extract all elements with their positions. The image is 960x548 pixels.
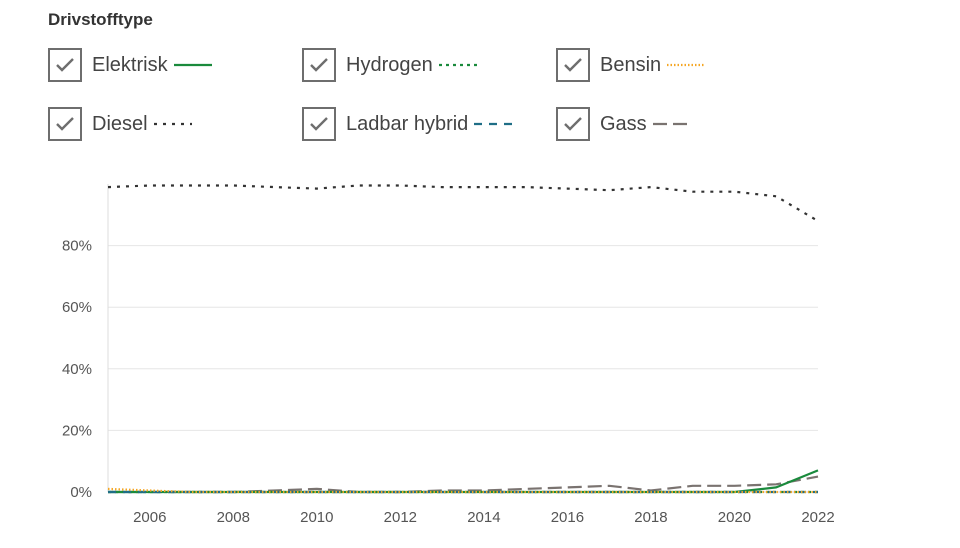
checkbox[interactable] bbox=[48, 107, 82, 141]
checkbox[interactable] bbox=[556, 48, 590, 82]
legend-item-bensin[interactable]: Bensin bbox=[556, 46, 707, 84]
checkbox[interactable] bbox=[48, 48, 82, 82]
x-tick-label: 2010 bbox=[300, 509, 333, 526]
x-tick-label: 2012 bbox=[384, 509, 417, 526]
legend-swatch bbox=[153, 122, 192, 126]
x-tick-label: 2022 bbox=[801, 509, 834, 526]
legend-label: Bensin bbox=[600, 53, 662, 76]
y-tick-label: 20% bbox=[62, 422, 92, 439]
checkmark-icon bbox=[56, 58, 74, 72]
y-tick-label: 60% bbox=[62, 299, 92, 316]
series-line-gass bbox=[108, 475, 819, 494]
x-tick-label: 2008 bbox=[217, 509, 250, 526]
y-tick-label: 80% bbox=[62, 238, 92, 255]
x-tick-label: 2018 bbox=[634, 509, 667, 526]
x-tick-label: 2014 bbox=[467, 509, 500, 526]
legend-swatch bbox=[474, 122, 513, 126]
x-tick-label: 2016 bbox=[551, 509, 584, 526]
legend-label: Diesel bbox=[92, 112, 148, 135]
legend-swatch bbox=[667, 63, 706, 67]
checkbox[interactable] bbox=[302, 48, 336, 82]
checkbox[interactable] bbox=[302, 107, 336, 141]
x-tick-label: 2020 bbox=[718, 509, 751, 526]
legend-swatch bbox=[173, 63, 212, 67]
legend-heading: Drivstofftype bbox=[48, 10, 153, 29]
legend-label: Gass bbox=[600, 112, 647, 135]
legend-item-elektrisk[interactable]: Elektrisk bbox=[48, 46, 214, 84]
y-tick-label: 40% bbox=[62, 361, 92, 378]
legend-label: Elektrisk bbox=[92, 53, 168, 76]
checkbox[interactable] bbox=[556, 107, 590, 141]
checkmark-icon bbox=[564, 117, 582, 131]
legend-swatch bbox=[652, 122, 691, 126]
checkmark-icon bbox=[564, 58, 582, 72]
legend-item-diesel[interactable]: Diesel bbox=[48, 105, 194, 143]
checkmark-icon bbox=[310, 58, 328, 72]
legend-item-gass[interactable]: Gass bbox=[556, 105, 693, 143]
x-tick-label: 2006 bbox=[133, 509, 166, 526]
series-line-bensin bbox=[107, 487, 818, 494]
legend-label: Hydrogen bbox=[346, 53, 433, 76]
checkmark-icon bbox=[56, 117, 74, 131]
y-tick-label: 0% bbox=[70, 484, 92, 501]
legend-item-hydrogen[interactable]: Hydrogen bbox=[302, 46, 479, 84]
series-line-diesel bbox=[107, 184, 819, 222]
legend-item-ladbar[interactable]: Ladbar hybrid bbox=[302, 105, 514, 143]
checkmark-icon bbox=[310, 117, 328, 131]
legend-label: Ladbar hybrid bbox=[346, 112, 469, 135]
series-line-elektrisk bbox=[108, 469, 819, 494]
